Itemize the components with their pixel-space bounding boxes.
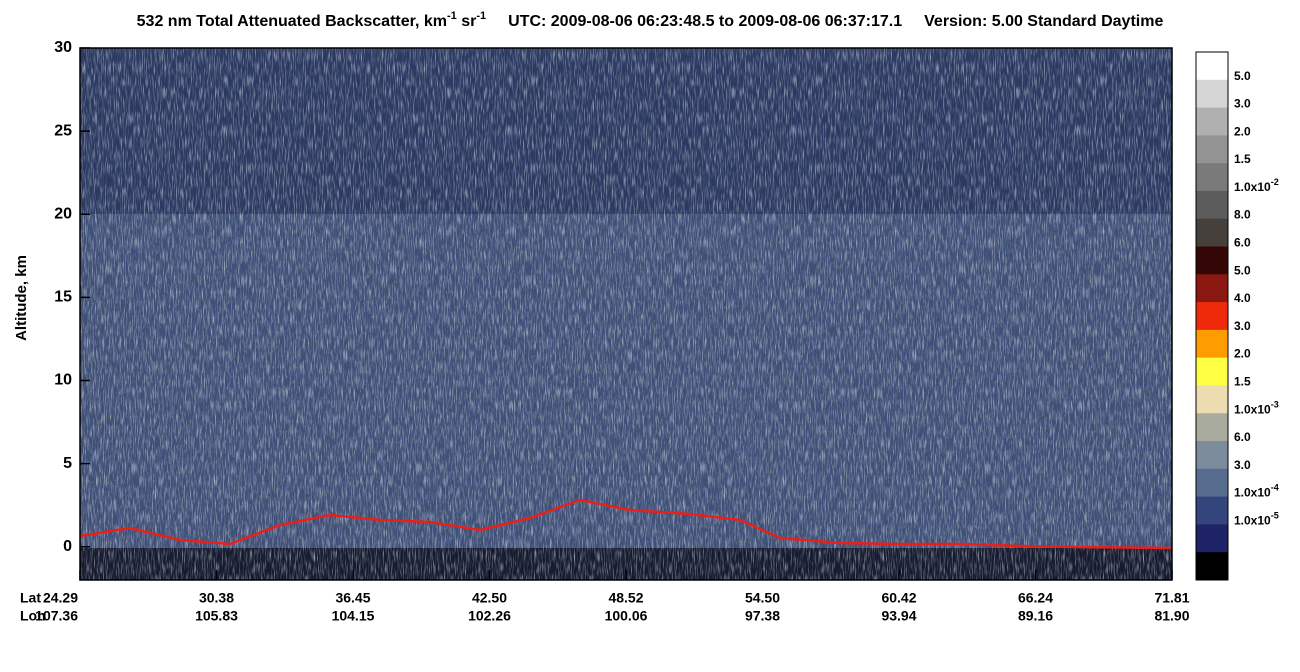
lat-label: 48.52 (608, 590, 643, 606)
colorbar-swatch (1196, 329, 1228, 359)
colorbar-label: 2.0 (1234, 125, 1251, 139)
colorbar-label-base: 3.0 (1234, 458, 1251, 472)
y-tick-label: 25 (54, 122, 72, 139)
y-tick-label: 30 (54, 39, 72, 56)
colorbar-swatch (1196, 52, 1228, 81)
surface-line (79, 498, 1173, 550)
colorbar-label-base: 5.0 (1234, 69, 1251, 83)
lat-label: 24.29 (43, 590, 78, 606)
colorbar-label: 3.0 (1234, 458, 1251, 472)
colorbar-label: 1.0x10-4 (1234, 483, 1279, 500)
colorbar-swatch (1196, 468, 1228, 498)
colorbar-label-base: 1.5 (1234, 375, 1251, 389)
colorbar-label: 3.0 (1234, 319, 1251, 333)
colorbar-label: 1.5 (1234, 152, 1251, 166)
colorbar-label-base: 1.5 (1234, 152, 1251, 166)
lat-label: 54.50 (745, 590, 780, 606)
colorbar-swatch (1196, 413, 1228, 442)
x-row-label: Lon (20, 608, 46, 624)
colorbar-swatch (1196, 524, 1228, 553)
colorbar-label: 1.0x10-5 (1234, 511, 1279, 528)
colorbar-label-base: 5.0 (1234, 263, 1251, 277)
colorbar-label: 8.0 (1234, 208, 1251, 222)
lon-label: 81.90 (1154, 608, 1189, 624)
colorbar-swatch (1196, 79, 1228, 109)
colorbar-swatch (1196, 218, 1228, 248)
lon-label: 89.16 (1018, 608, 1053, 624)
colorbar-label: 4.0 (1234, 291, 1251, 305)
colorbar-label: 1.5 (1234, 375, 1251, 389)
colorbar-label-base: 2.0 (1234, 347, 1251, 361)
colorbar-swatch (1196, 163, 1228, 192)
lat-label: 60.42 (881, 590, 916, 606)
colorbar-label: 5.0 (1234, 263, 1251, 277)
y-tick-label: 0 (63, 538, 72, 555)
colorbar-label-exp: -5 (1271, 511, 1279, 521)
colorbar-label-base: 4.0 (1234, 291, 1251, 305)
colorbar-label-exp: -3 (1271, 400, 1279, 410)
lon-label: 107.36 (35, 608, 78, 624)
colorbar-swatch (1196, 135, 1228, 164)
lon-label: 97.38 (745, 608, 780, 624)
colorbar-swatch (1196, 190, 1228, 220)
colorbar-swatch (1196, 246, 1228, 275)
colorbar-label-base: 1.0x10 (1234, 514, 1271, 528)
colorbar-label-base: 1.0x10 (1234, 180, 1271, 194)
colorbar-swatch (1196, 274, 1228, 303)
colorbar-label: 5.0 (1234, 69, 1251, 83)
lat-label: 36.45 (335, 590, 370, 606)
colorbar-swatch (1196, 357, 1228, 386)
colorbar-label: 1.0x10-2 (1234, 177, 1279, 194)
colorbar-label-base: 2.0 (1234, 125, 1251, 139)
colorbar-label-base: 1.0x10 (1234, 486, 1271, 500)
colorbar-label: 3.0 (1234, 97, 1251, 111)
colorbar-label-base: 1.0x10 (1234, 402, 1271, 416)
colorbar-swatch (1196, 302, 1228, 331)
x-row-label: Lat (20, 590, 41, 606)
chart-title: 532 nm Total Attenuated Backscatter, km-… (137, 10, 1164, 30)
lon-label: 102.26 (468, 608, 511, 624)
lon-label: 93.94 (881, 608, 916, 624)
colorbar-swatch (1196, 496, 1228, 525)
colorbar-label-base: 6.0 (1234, 430, 1251, 444)
colorbar-label: 6.0 (1234, 430, 1251, 444)
lon-label: 104.15 (332, 608, 375, 624)
colorbar-label-base: 3.0 (1234, 319, 1251, 333)
y-tick-label: 15 (54, 289, 72, 306)
aerosol-texture (80, 214, 1172, 548)
colorbar-frame (1195, 51, 1229, 581)
colorbar-label: 2.0 (1234, 347, 1251, 361)
colorbar-swatch (1196, 552, 1228, 581)
y-tick-label: 5 (63, 455, 72, 472)
y-tick-label: 10 (54, 372, 72, 389)
colorbar-label-base: 8.0 (1234, 208, 1251, 222)
colorbar-swatch (1196, 385, 1228, 414)
lat-label: 66.24 (1018, 590, 1053, 606)
lat-label: 30.38 (199, 590, 234, 606)
colorbar-label: 1.0x10-3 (1234, 400, 1279, 417)
lat-label: 42.50 (472, 590, 507, 606)
lat-label: 71.81 (1154, 590, 1189, 606)
colorbar-label-exp: -4 (1271, 483, 1279, 493)
colorbar-label-exp: -2 (1271, 177, 1279, 187)
lon-label: 105.83 (195, 608, 238, 624)
colorbar-swatch (1196, 107, 1228, 136)
colorbar-swatch (1196, 441, 1228, 470)
lon-label: 100.06 (605, 608, 648, 624)
y-axis-label: Altitude, km (13, 255, 30, 341)
colorbar-label-base: 6.0 (1234, 236, 1251, 250)
plot-area (79, 47, 1173, 581)
colorbar-label: 6.0 (1234, 236, 1251, 250)
colorbar-label-base: 3.0 (1234, 97, 1251, 111)
y-tick-label: 20 (54, 205, 72, 222)
